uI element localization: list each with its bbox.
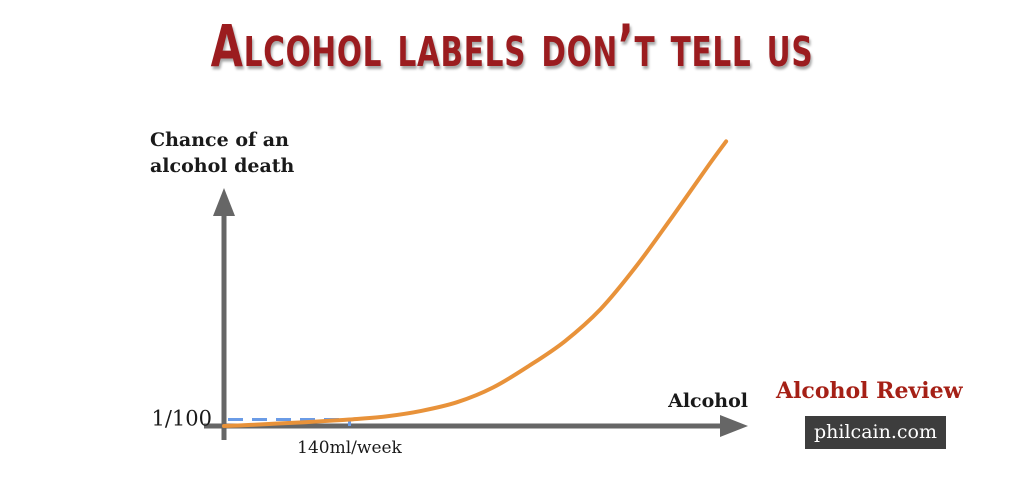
- brand-name: Alcohol Review: [776, 378, 963, 404]
- reference-x-label: 140ml/week: [297, 438, 402, 458]
- chart-title: Alcohol labels don’t tell us: [210, 12, 814, 80]
- y-axis-label: Chance of an alcohol death: [150, 129, 295, 177]
- series-line: [222, 139, 729, 428]
- site-badge: philcain.com: [805, 416, 946, 449]
- reference-y-label: 1/100: [151, 407, 212, 431]
- x-axis-arrow-icon: [720, 415, 748, 437]
- x-axis-label: Alcohol: [667, 390, 748, 412]
- y-axis-arrow-icon: [213, 188, 235, 216]
